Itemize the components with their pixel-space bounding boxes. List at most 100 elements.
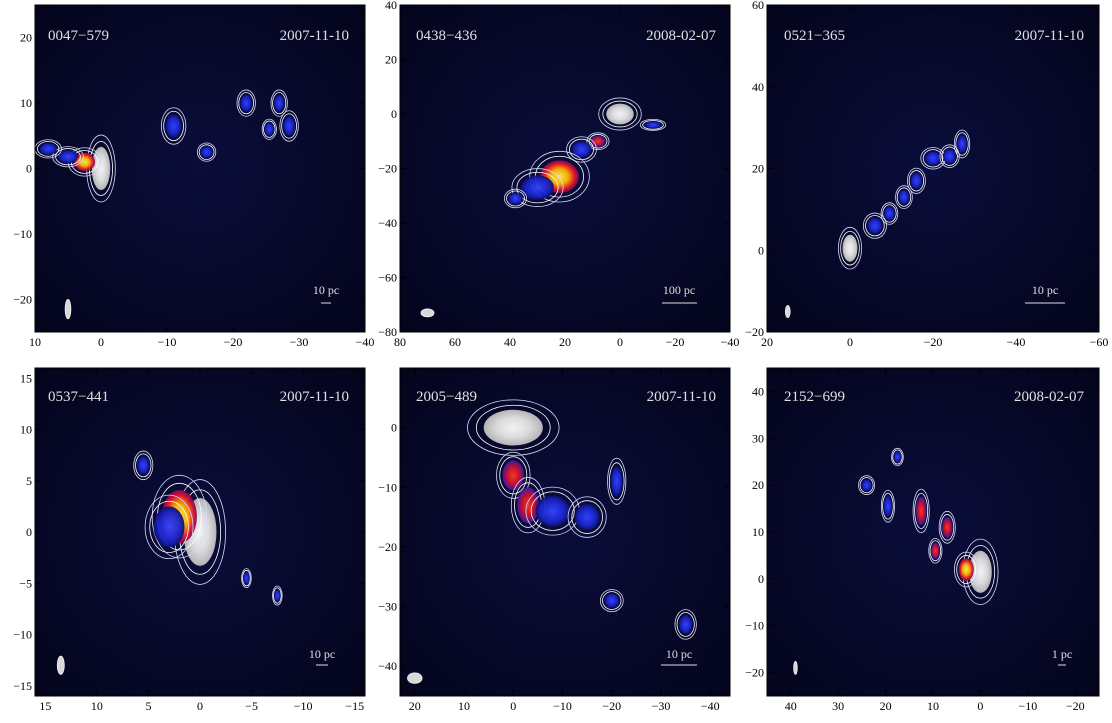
restoring-beam: [784, 305, 791, 318]
x-tick-label: 5: [145, 699, 151, 713]
contour-line: [52, 146, 84, 168]
contour-line: [566, 136, 597, 163]
emission-component: [610, 466, 623, 497]
y-tick-label: −20: [745, 666, 764, 680]
y-tick-label: 0: [26, 525, 32, 539]
contour-line: [236, 89, 256, 117]
contour-line: [955, 132, 969, 156]
y-tick-label: 0: [391, 421, 397, 435]
emission-component: [883, 495, 893, 517]
x-tick-label: 10: [927, 699, 939, 713]
restoring-beam: [793, 661, 798, 675]
contour-line: [586, 132, 610, 151]
panel-0047-579: 0047−579 2007-11-10 10 pc 10 0 −10 −20 −30 −4…: [13, 4, 374, 349]
contour-line: [914, 492, 929, 529]
panel-0438-436: 0438−436 2008-02-07 100 pc 80 60 40 20 0 −20 −…: [378, 0, 739, 349]
x-tick-label: −30: [290, 335, 309, 349]
contour-line: [880, 489, 895, 523]
contour-line: [496, 451, 531, 499]
x-tick-label: −40: [356, 335, 375, 349]
x-tick-label: −20: [924, 335, 943, 349]
y-tick-label: 20: [752, 162, 764, 176]
plot-background: [767, 368, 1099, 696]
contour-line: [940, 514, 955, 541]
plot-frame: [399, 4, 731, 333]
emission-component: [893, 451, 902, 463]
x-tick-label: −10: [294, 699, 313, 713]
emission-component: [969, 550, 992, 593]
contour-line: [642, 120, 664, 130]
contour-line: [281, 113, 297, 139]
contour-line: [938, 510, 956, 544]
observation-date-label: 2007-11-10: [280, 28, 349, 44]
axes: 40 30 20 10 0 −10 −20 40 30 20 10 0 −10 −20: [745, 368, 1099, 713]
panel-2152-699: 2152−699 2008-02-07 1 pc 40 30 20 10 0 −10 −20…: [745, 367, 1100, 713]
plot-frame: [766, 4, 1100, 333]
contour-line: [956, 555, 977, 584]
scale-bar-label: 1 pc: [1052, 647, 1072, 661]
x-tick-label: −20: [602, 699, 621, 713]
x-tick-label: −60: [1090, 335, 1109, 349]
panel-0521-365: 0521−365 2007-11-10 10 pc 20 0 −20 −40 −60 60…: [745, 0, 1108, 349]
y-tick-label: 20: [752, 478, 764, 492]
contour-line: [599, 589, 624, 613]
contour-line: [598, 97, 642, 131]
contour-line: [607, 457, 627, 505]
emission-component: [867, 217, 883, 234]
x-tick-label: −20: [224, 335, 243, 349]
y-tick-label: 40: [752, 80, 764, 94]
y-tick-label: 10: [20, 96, 32, 110]
contour-line: [838, 226, 862, 270]
panel-2005-489: 2005−489 2007-11-10 10 pc 20 10 0 −10 −20 −30…: [378, 367, 731, 713]
contour-line: [896, 187, 912, 207]
contour-line: [840, 230, 860, 266]
source-name-label: 0521−365: [784, 28, 845, 44]
contour-line: [149, 500, 189, 553]
source-name-label: 2152−699: [784, 389, 845, 405]
observation-date-label: 2007-11-10: [280, 389, 349, 405]
contour-line: [238, 92, 255, 115]
y-tick-label: 5: [26, 474, 32, 488]
y-tick-label: 20: [20, 31, 32, 45]
x-tick-label: −20: [1066, 699, 1085, 713]
emission-component: [957, 134, 968, 153]
contour-line: [504, 188, 527, 209]
x-tick-label: 30: [832, 699, 844, 713]
axes: 10 0 −10 −20 −30 −40 20 10 0 −10 −20: [13, 5, 374, 349]
emission-component: [274, 589, 281, 602]
emission-component: [240, 94, 253, 112]
contour-line: [858, 475, 876, 495]
y-tick-label: −20: [378, 540, 397, 554]
emission-features: [420, 97, 667, 318]
emission-component: [842, 234, 858, 262]
contour-line: [676, 612, 695, 637]
emission-component: [517, 487, 539, 524]
contour-line: [475, 404, 551, 451]
restoring-beam: [64, 298, 72, 320]
y-tick-label: −5: [19, 576, 32, 590]
y-tick-label: −10: [13, 227, 32, 241]
emission-component: [502, 460, 525, 491]
contour-line: [135, 453, 152, 478]
emission-features: [56, 450, 283, 675]
emission-component: [958, 558, 974, 581]
x-tick-label: 20: [761, 335, 773, 349]
y-tick-label: 15: [20, 371, 32, 385]
contour-line: [880, 202, 899, 225]
x-tick-label: −10: [553, 699, 572, 713]
y-tick-label: 20: [385, 53, 397, 67]
y-tick-label: 40: [385, 0, 397, 12]
contour-line: [602, 100, 638, 128]
scale-bar: 100 pc: [662, 283, 697, 304]
x-tick-label: 0: [510, 699, 516, 713]
y-tick-label: 0: [391, 107, 397, 121]
emission-component: [264, 122, 274, 136]
x-tick-label: 10: [29, 335, 41, 349]
source-name-label: 0047−579: [48, 28, 109, 44]
restoring-beam: [56, 655, 65, 675]
emission-component: [925, 151, 941, 166]
axes: 20 10 0 −10 −20 −30 −40 0 −10 −20 −30 −40: [378, 368, 730, 713]
contour-line: [144, 494, 194, 560]
emission-component: [521, 175, 554, 200]
observation-date-label: 2008-02-07: [646, 28, 716, 44]
